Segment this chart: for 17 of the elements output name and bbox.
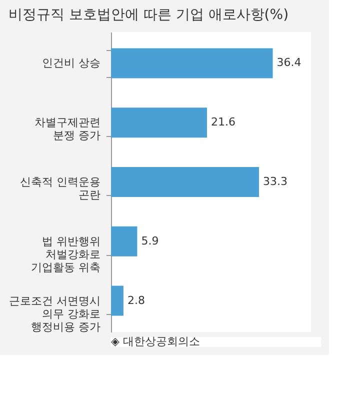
y-tick-label: 법 위반행위 처벌강화로 기업활동 위축 xyxy=(31,234,100,274)
data-label: 2.8 xyxy=(127,294,145,307)
y-tick-label: 차별구제관련 분쟁 증가 xyxy=(34,116,100,142)
bar xyxy=(111,167,259,197)
y-tick-label: 신축적 인력운용 곤란 xyxy=(20,176,100,202)
bar xyxy=(111,286,124,316)
data-label: 5.9 xyxy=(141,234,159,248)
text: ◈ 대한상공회의소 xyxy=(111,335,200,348)
y-tick-label: 근로조건 서면명시 의무 강화로 행정비용 증가 xyxy=(9,294,100,334)
data-label: 36.4 xyxy=(276,56,302,70)
data-label: 21.6 xyxy=(211,116,236,129)
bar xyxy=(111,108,207,138)
data-label: 33.3 xyxy=(263,175,288,188)
y-tick-label: 인건비 상승 xyxy=(42,56,100,70)
bar xyxy=(111,48,273,78)
bar xyxy=(111,226,138,256)
chart-title: 비정규직 보호법안에 따른 기업 애로사항(%) xyxy=(8,7,289,23)
